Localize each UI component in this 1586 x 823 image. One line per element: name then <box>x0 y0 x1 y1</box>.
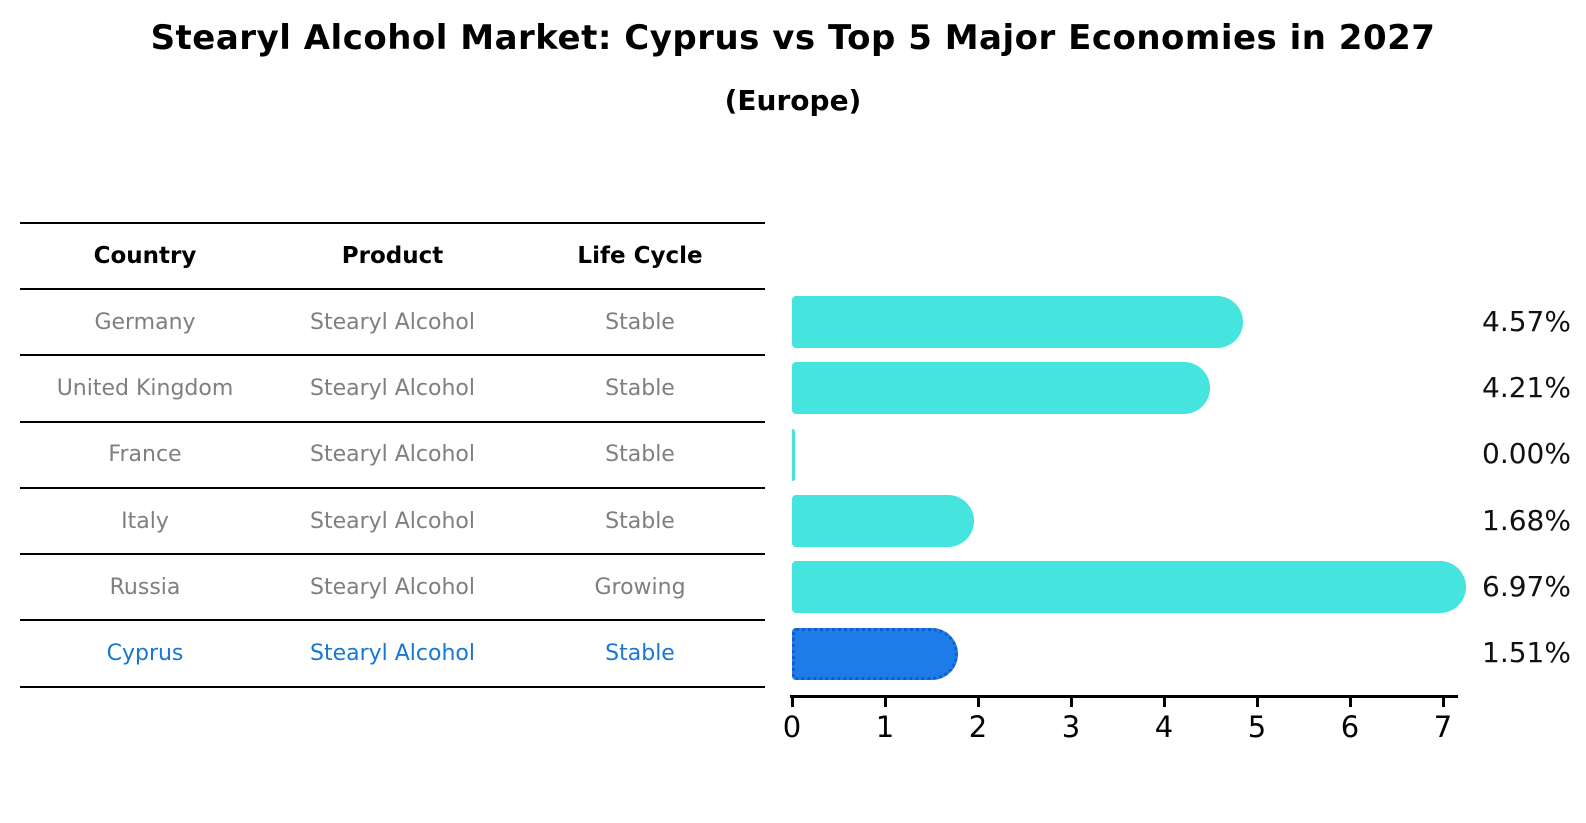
x-tick-3 <box>1070 698 1073 707</box>
cell-life-cycle: Growing <box>594 574 686 600</box>
table-header-country: Country <box>93 243 197 269</box>
table-row-cyprus: Cyprus Stearyl Alcohol Stable <box>20 621 765 688</box>
x-tick-label-6: 6 <box>1340 710 1360 744</box>
cell-country: Germany <box>94 309 196 335</box>
cell-country: Italy <box>121 508 169 534</box>
x-tick-label-7: 7 <box>1433 710 1453 744</box>
bar-france <box>792 429 795 481</box>
value-label-germany: 4.57% <box>1482 305 1571 338</box>
bar-united-kingdom <box>792 362 1210 414</box>
bar-cyprus <box>792 628 959 680</box>
cell-country: Russia <box>109 574 181 600</box>
value-label-italy: 1.68% <box>1482 504 1571 537</box>
x-tick-6 <box>1349 698 1352 707</box>
bar-russia <box>792 561 1467 613</box>
cell-life-cycle: Stable <box>605 508 675 534</box>
x-tick-label-0: 0 <box>782 710 802 744</box>
value-label-russia: 6.97% <box>1482 570 1571 603</box>
value-label-cyprus: 1.51% <box>1482 636 1571 669</box>
comparison-table: Country Product Life Cycle Germany Stear… <box>20 222 765 688</box>
chart-title: Stearyl Alcohol Market: Cyprus vs Top 5 … <box>150 18 1436 58</box>
table-row-russia: Russia Stearyl Alcohol Growing <box>20 555 765 622</box>
x-tick-5 <box>1256 698 1259 707</box>
cell-product: Stearyl Alcohol <box>309 641 475 667</box>
x-tick-2 <box>977 698 980 707</box>
table-header-life-cycle: Life Cycle <box>577 243 703 269</box>
x-tick-4 <box>1163 698 1166 707</box>
x-tick-1 <box>884 698 887 707</box>
cell-product: Stearyl Alcohol <box>309 375 475 401</box>
x-axis-line <box>790 695 1458 698</box>
cell-country: Cyprus <box>106 641 184 667</box>
bar-germany <box>792 296 1243 348</box>
table-row-italy: Italy Stearyl Alcohol Stable <box>20 489 765 556</box>
table-row-germany: Germany Stearyl Alcohol Stable <box>20 290 765 357</box>
x-tick-7 <box>1442 698 1445 707</box>
chart-subtitle: (Europe) <box>724 84 862 117</box>
cell-life-cycle: Stable <box>605 442 675 468</box>
x-tick-label-3: 3 <box>1061 710 1081 744</box>
table-row-france: France Stearyl Alcohol Stable <box>20 423 765 489</box>
cell-life-cycle: Stable <box>605 641 675 667</box>
table-row-united-kingdom: United Kingdom Stearyl Alcohol Stable <box>20 356 765 423</box>
cell-country: France <box>108 442 182 468</box>
x-tick-label-5: 5 <box>1247 710 1267 744</box>
table-header-product: Product <box>341 243 444 269</box>
x-tick-label-1: 1 <box>875 710 895 744</box>
cell-product: Stearyl Alcohol <box>309 574 475 600</box>
bar-italy <box>792 495 975 547</box>
x-tick-0 <box>791 698 794 707</box>
value-label-united-kingdom: 4.21% <box>1482 371 1571 404</box>
value-label-france: 0.00% <box>1482 437 1571 470</box>
table-header-row: Country Product Life Cycle <box>20 222 765 290</box>
cell-product: Stearyl Alcohol <box>309 442 475 468</box>
cell-product: Stearyl Alcohol <box>309 508 475 534</box>
cell-life-cycle: Stable <box>605 375 675 401</box>
x-tick-label-2: 2 <box>968 710 988 744</box>
x-tick-label-4: 4 <box>1154 710 1174 744</box>
cell-life-cycle: Stable <box>605 309 675 335</box>
cell-product: Stearyl Alcohol <box>309 309 475 335</box>
cell-country: United Kingdom <box>56 375 234 401</box>
